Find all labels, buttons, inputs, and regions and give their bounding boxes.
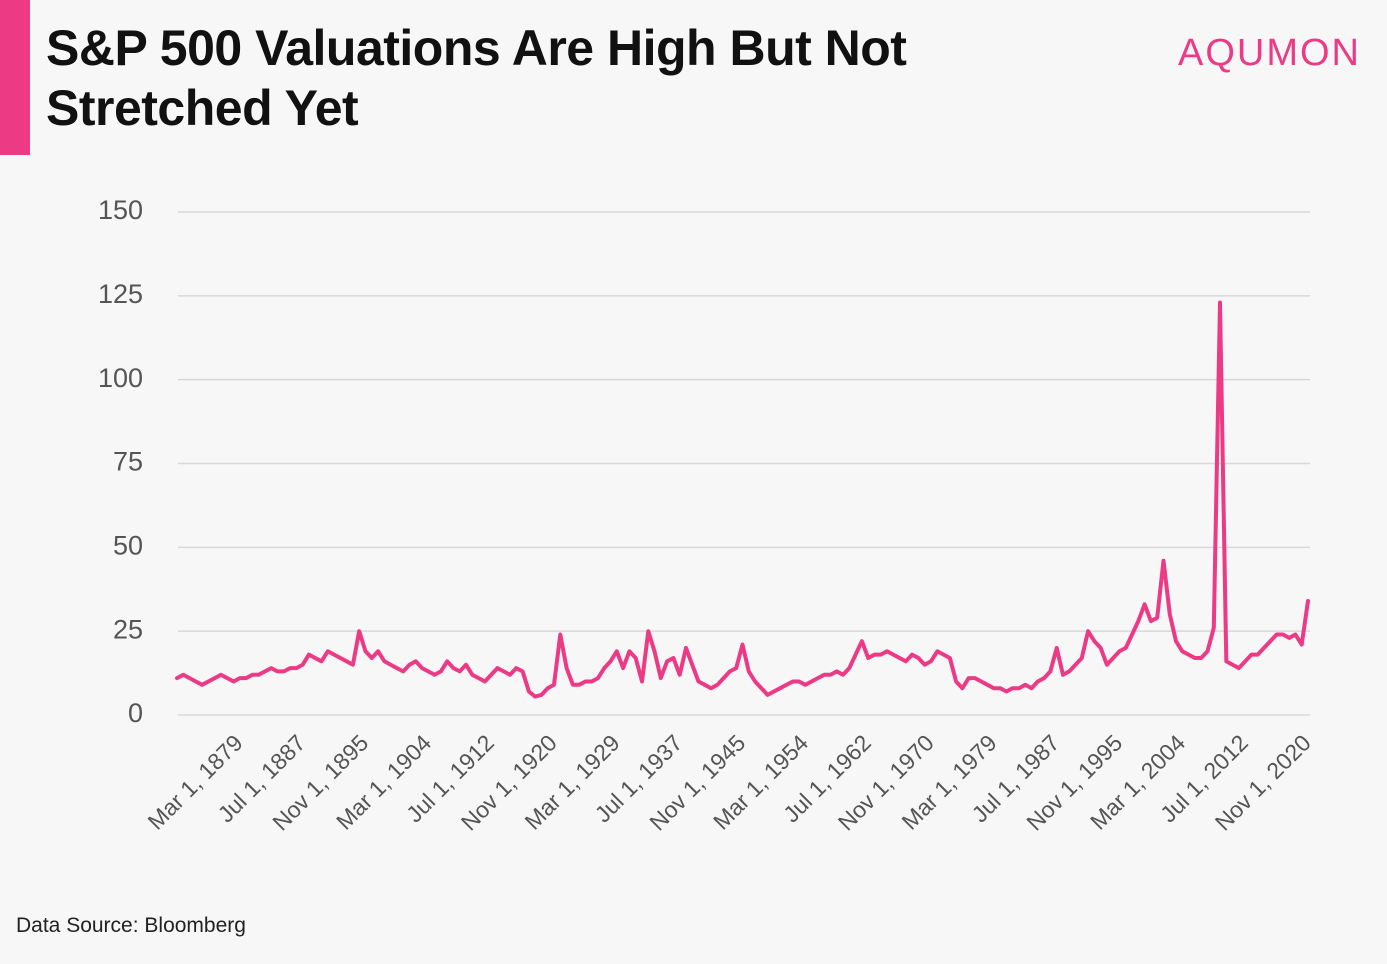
- y-tick-label: 125: [98, 279, 143, 309]
- y-tick-label: 25: [113, 614, 143, 644]
- line-series: [175, 300, 1310, 699]
- y-tick-label: 100: [98, 363, 143, 393]
- chart-title: S&P 500 Valuations Are High But Not Stre…: [46, 20, 907, 136]
- y-tick-label: 75: [113, 447, 143, 477]
- accent-bar: [0, 0, 30, 155]
- y-tick-label: 50: [113, 530, 143, 560]
- brand-logo: AQUMON: [1178, 32, 1361, 74]
- y-tick-label: 150: [98, 195, 143, 225]
- y-tick-label: 0: [128, 698, 143, 728]
- source-note: Data Source: Bloomberg: [16, 914, 246, 937]
